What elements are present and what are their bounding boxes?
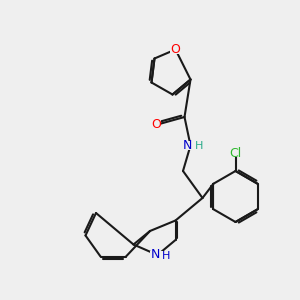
Text: N: N [150,248,160,262]
FancyBboxPatch shape [151,120,161,129]
Text: O: O [151,118,161,131]
Text: Cl: Cl [230,146,242,160]
Text: H: H [195,141,203,151]
FancyBboxPatch shape [150,250,165,260]
FancyBboxPatch shape [182,141,199,150]
FancyBboxPatch shape [230,149,241,157]
Text: N: N [183,139,192,152]
Text: O: O [171,43,180,56]
FancyBboxPatch shape [170,45,181,54]
Text: H: H [162,250,170,261]
